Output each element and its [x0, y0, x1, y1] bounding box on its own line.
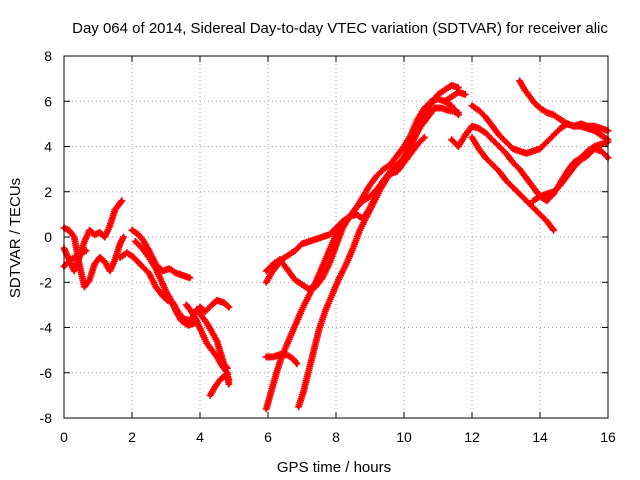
series-markers — [206, 371, 233, 399]
plus-markers — [529, 145, 612, 205]
series-markers — [193, 305, 231, 372]
series-markers — [262, 95, 462, 286]
plus-markers — [262, 351, 301, 368]
series-arc-b6 — [206, 371, 233, 399]
y-axis-title: SDTVAR / TECUs — [7, 178, 24, 298]
x-tick-label: 0 — [60, 429, 68, 445]
x-tick-label: 10 — [396, 429, 412, 445]
y-tick-labels: -8 -6 -4 -2 0 2 4 6 8 — [40, 48, 53, 426]
plus-markers — [441, 88, 469, 105]
y-tick-label: 0 — [44, 229, 52, 245]
x-tick-label: 14 — [532, 429, 548, 445]
x-tick-label: 2 — [128, 429, 136, 445]
x-tick-labels: 0 2 4 6 8 10 12 14 16 — [60, 429, 616, 445]
series-arc-c5 — [262, 351, 301, 368]
plus-markers — [193, 305, 231, 372]
series-markers — [468, 133, 558, 234]
x-tick-label: 6 — [264, 429, 272, 445]
plus-markers — [262, 95, 462, 286]
plus-markers — [468, 133, 558, 234]
plus-markers — [128, 226, 194, 282]
data-series — [60, 77, 612, 413]
series-markers — [128, 226, 194, 282]
x-axis-title: GPS time / hours — [277, 459, 391, 476]
y-tick-label: 4 — [44, 139, 52, 155]
x-tick-label: 16 — [600, 429, 616, 445]
series-arc-d6 — [441, 88, 469, 105]
series-markers — [529, 145, 612, 205]
series-markers — [441, 88, 469, 105]
series-markers — [262, 351, 301, 368]
series-band — [296, 106, 461, 409]
plus-markers — [295, 104, 462, 411]
series-arc-c1 — [262, 95, 462, 286]
series-arc-d3 — [468, 133, 558, 234]
plus-markers — [516, 77, 612, 144]
axis-ticks — [63, 55, 609, 419]
x-tick-label: 8 — [332, 429, 340, 445]
chart-title: Day 064 of 2014, Sidereal Day-to-day VTE… — [72, 20, 608, 37]
series-arc-d4 — [516, 77, 612, 144]
series-markers — [516, 77, 612, 144]
plus-markers — [131, 238, 199, 329]
y-tick-label: 8 — [44, 48, 52, 64]
series-arc-d5 — [529, 145, 612, 205]
x-tick-label: 4 — [196, 429, 204, 445]
y-tick-label: -8 — [40, 410, 53, 426]
y-tick-label: -4 — [40, 320, 53, 336]
series-arc-b3 — [131, 238, 199, 329]
y-tick-label: -6 — [40, 365, 53, 381]
plus-markers — [206, 371, 233, 399]
y-tick-label: 6 — [44, 93, 52, 109]
series-band — [264, 97, 461, 285]
y-tick-label: -2 — [40, 274, 53, 290]
y-tick-label: 2 — [44, 184, 52, 200]
series-markers — [295, 104, 462, 411]
series-arc-b2 — [128, 226, 194, 282]
series-arc-c4 — [295, 104, 462, 411]
series-markers — [131, 238, 199, 329]
x-tick-label: 12 — [464, 429, 480, 445]
series-arc-b4 — [182, 301, 233, 388]
series-arc-b5 — [193, 305, 231, 372]
